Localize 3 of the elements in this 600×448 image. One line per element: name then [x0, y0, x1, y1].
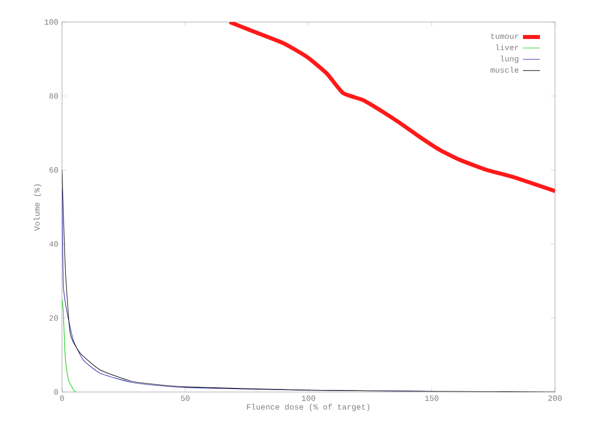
- line-series: [62, 170, 556, 392]
- line-series: [228, 22, 556, 194]
- line-series: [62, 299, 78, 392]
